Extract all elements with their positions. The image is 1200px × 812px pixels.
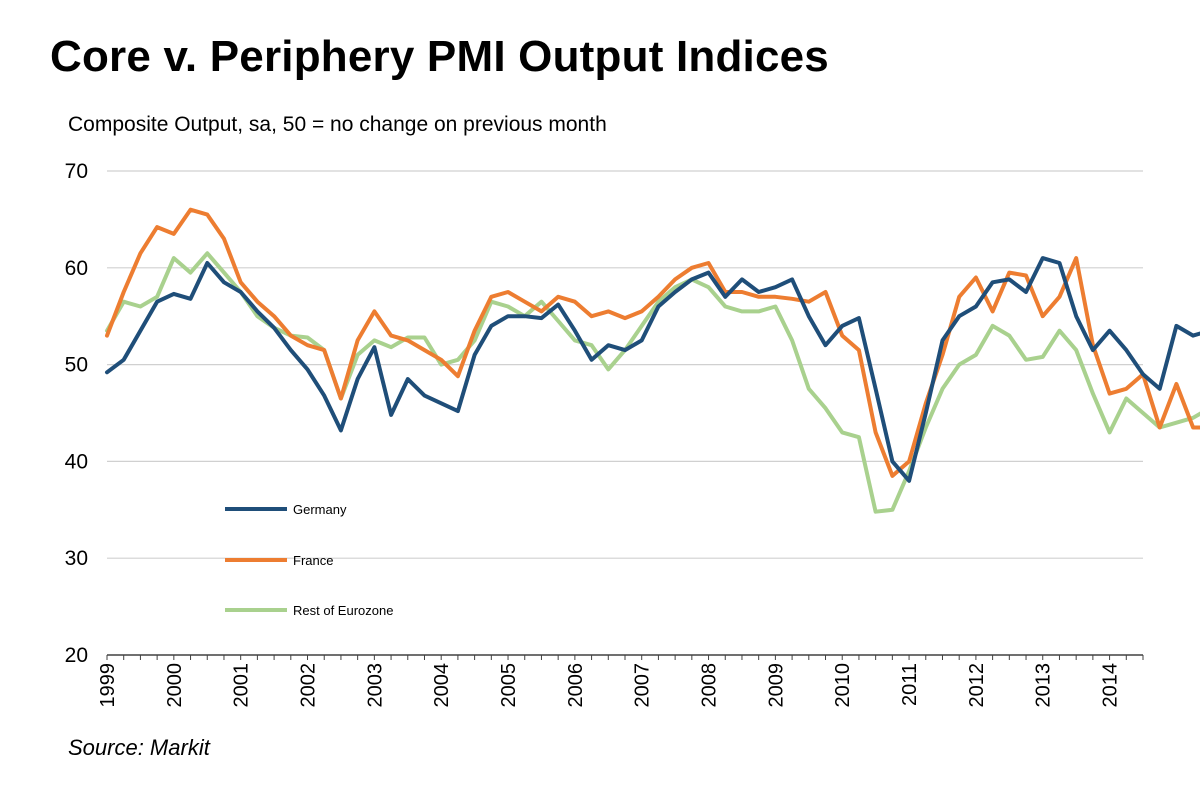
- y-tick-label: 40: [65, 450, 88, 473]
- x-tick-label: 2001: [231, 663, 253, 708]
- legend-label: Rest of Eurozone: [293, 603, 393, 618]
- x-tick-label: 2013: [1033, 663, 1055, 708]
- x-tick-label: 2002: [298, 663, 320, 708]
- x-tick-label: 2005: [498, 663, 520, 708]
- gridlines: [107, 170, 1143, 559]
- x-tick-label: 1999: [97, 663, 119, 708]
- series-line-rest-of-eurozone: [105, 251, 1200, 514]
- y-tick-label: 20: [65, 644, 88, 667]
- series-line-france: [105, 207, 1200, 478]
- x-tick-label: 2004: [431, 663, 453, 708]
- x-tick-label: 2003: [364, 663, 386, 708]
- x-tick-label: 2009: [765, 663, 787, 708]
- y-tick-label: 70: [65, 160, 88, 183]
- x-tick-label: 2000: [164, 663, 186, 708]
- x-tick-label: 2010: [832, 663, 854, 708]
- x-tick-label: 2012: [966, 663, 988, 708]
- series-lines: [105, 207, 1200, 514]
- legend: Germany France Rest of Eurozone: [225, 502, 393, 618]
- y-tick-label: 30: [65, 547, 88, 570]
- chart-subtitle: Composite Output, sa, 50 = no change on …: [68, 113, 607, 136]
- x-tick-label: 2007: [632, 663, 654, 708]
- x-tick-label: 2006: [565, 663, 587, 708]
- legend-label: France: [293, 553, 333, 568]
- x-tick-label: 2011: [899, 663, 921, 706]
- legend-label: Germany: [293, 502, 347, 517]
- x-tick-label: 2008: [699, 663, 721, 708]
- y-axis-ticks: 20 30 40 50 60 70: [65, 160, 88, 667]
- series-line-germany: [105, 256, 1200, 483]
- chart-title: Core v. Periphery PMI Output Indices: [50, 32, 829, 81]
- y-tick-label: 60: [65, 257, 88, 280]
- y-tick-label: 50: [65, 354, 88, 377]
- x-axis-ticks: 1999 2000 2001 2002 2003 2004 2005 2006 2007 2008…: [97, 655, 1144, 708]
- source-note: Source: Markit: [68, 735, 210, 760]
- x-tick-label: 2014: [1100, 663, 1122, 708]
